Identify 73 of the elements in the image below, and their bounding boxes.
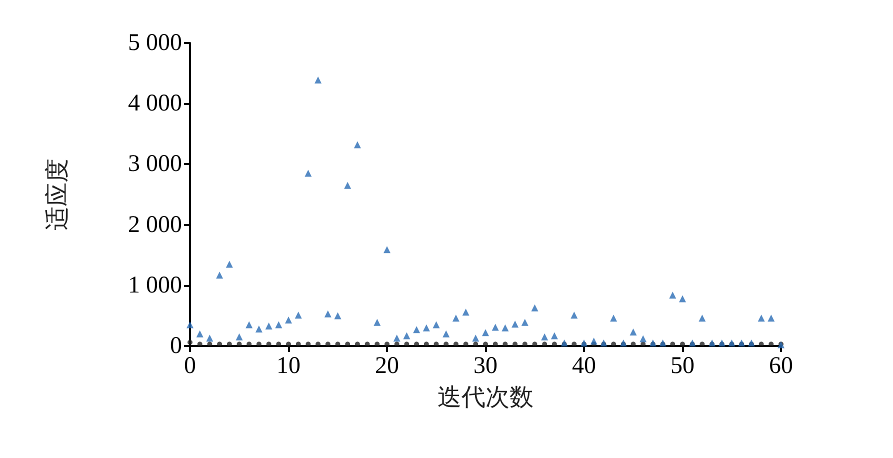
point	[708, 339, 716, 346]
point	[403, 332, 410, 340]
point	[236, 333, 243, 340]
x-tick-label: 10	[276, 353, 300, 379]
point	[738, 339, 746, 346]
y-tick-label: 5 000	[128, 30, 182, 56]
point	[422, 324, 430, 332]
y-tick-label: 3 000	[128, 151, 182, 178]
point	[186, 321, 194, 328]
point	[285, 316, 292, 324]
point	[541, 333, 548, 340]
point	[512, 320, 519, 328]
point	[679, 295, 686, 302]
point	[748, 339, 755, 346]
point	[718, 339, 726, 346]
point	[570, 312, 578, 319]
point	[649, 339, 656, 346]
point	[521, 318, 528, 326]
point	[620, 339, 627, 346]
point	[600, 339, 608, 346]
point	[531, 304, 538, 312]
point	[246, 321, 253, 328]
point	[502, 324, 509, 332]
point	[354, 141, 361, 148]
point	[630, 328, 637, 336]
point	[768, 314, 775, 322]
point	[314, 76, 322, 84]
point	[393, 334, 400, 342]
point	[304, 170, 312, 177]
point	[206, 334, 214, 342]
point	[442, 330, 450, 338]
point	[698, 314, 706, 322]
point	[610, 314, 618, 322]
point	[669, 292, 676, 299]
point	[275, 321, 282, 328]
point	[758, 314, 765, 322]
y-tick-label: 0	[170, 333, 182, 359]
y-axis-title: 适应度	[44, 158, 71, 230]
point	[580, 339, 588, 346]
point	[688, 339, 696, 346]
x-tick-label: 20	[375, 353, 399, 379]
x-tick-label: 50	[670, 353, 694, 379]
point	[492, 324, 499, 331]
point	[255, 326, 262, 333]
x-tick-label: 60	[769, 353, 793, 379]
point	[265, 322, 272, 330]
point	[324, 310, 332, 318]
point	[728, 339, 736, 346]
point	[472, 334, 480, 342]
x-tick-label: 30	[474, 353, 498, 379]
x-tick-label: 40	[572, 353, 596, 379]
point	[226, 260, 233, 268]
point	[374, 318, 381, 326]
point	[334, 312, 342, 320]
point	[550, 332, 558, 340]
y-tick-label: 1 000	[128, 272, 182, 298]
point	[640, 335, 647, 342]
point	[590, 338, 598, 345]
x-axis-title: 迭代次数	[438, 385, 534, 411]
point	[462, 308, 470, 316]
point	[413, 326, 420, 334]
point	[294, 312, 302, 319]
y-tick-label: 2 000	[128, 212, 182, 238]
point	[216, 272, 224, 279]
point	[659, 339, 666, 346]
point	[196, 330, 204, 338]
point	[344, 182, 352, 189]
point	[560, 339, 568, 346]
point	[482, 329, 489, 336]
point	[452, 314, 460, 322]
point	[432, 321, 440, 328]
point	[384, 246, 390, 254]
y-tick-label: 4 000	[128, 90, 182, 117]
